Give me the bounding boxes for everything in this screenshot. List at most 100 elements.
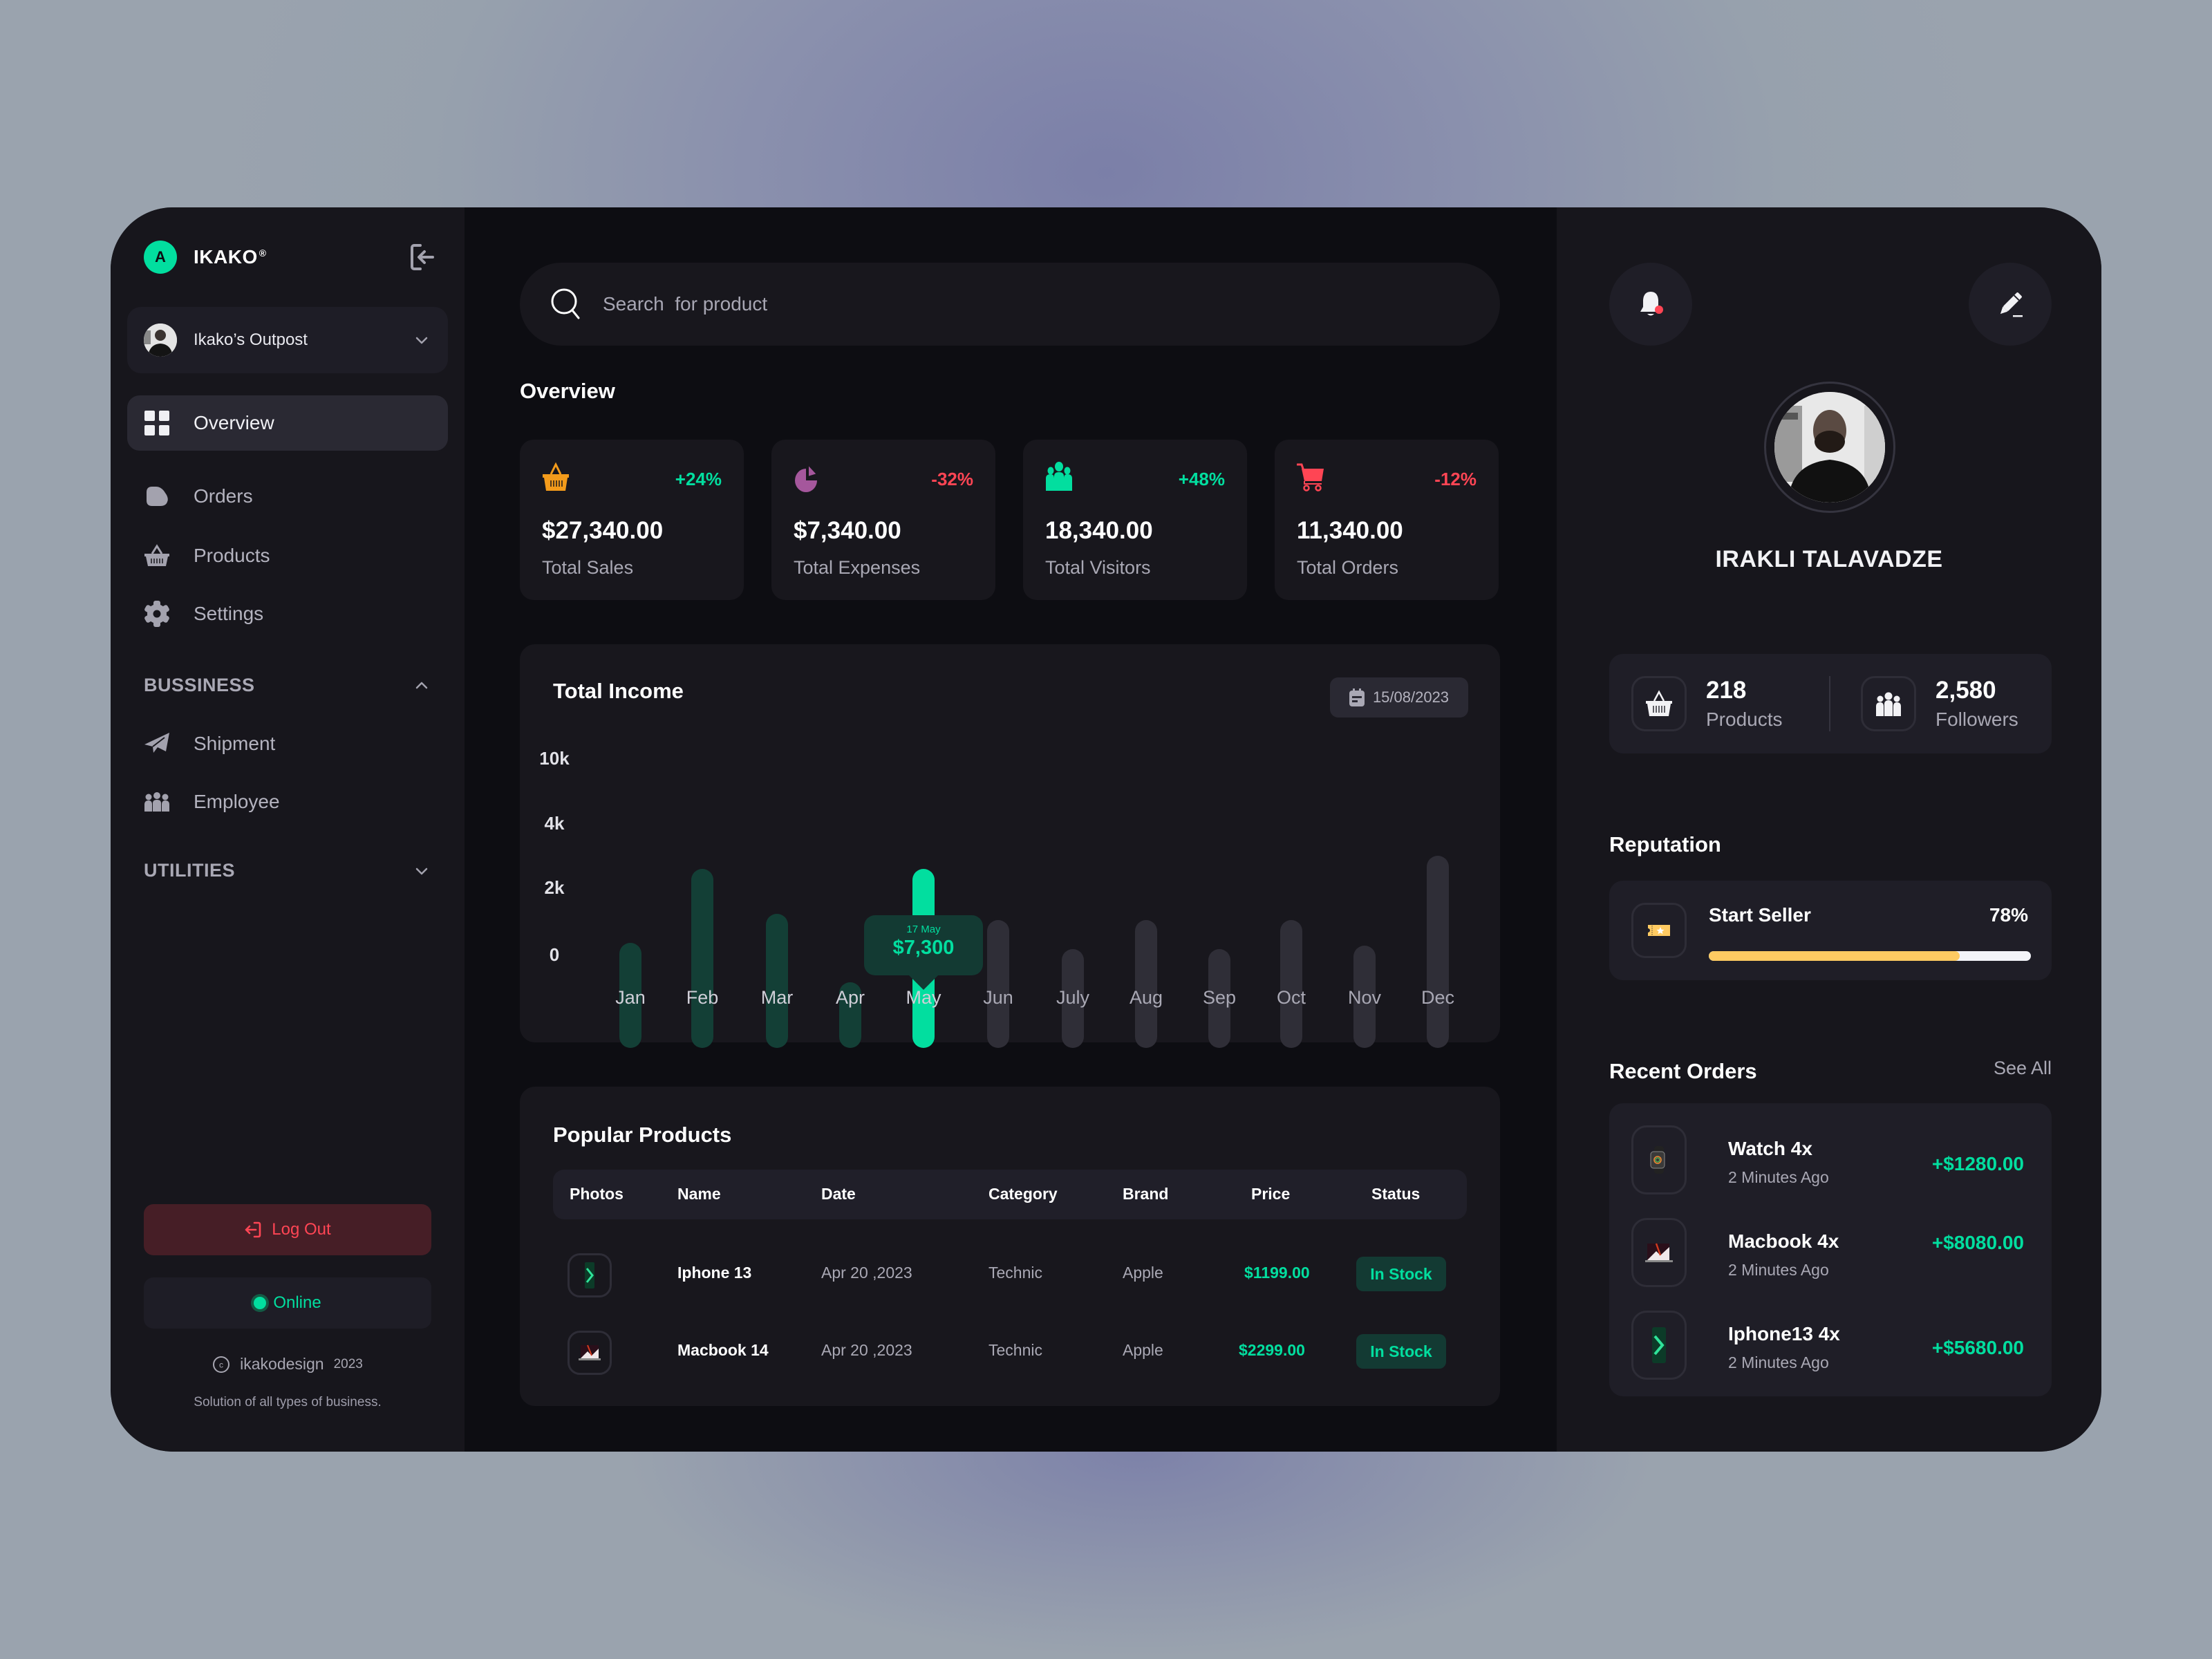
- sidebar-item-products[interactable]: Products: [127, 528, 448, 583]
- table-title: Popular Products: [553, 1123, 732, 1147]
- reputation-progress: [1709, 951, 2031, 961]
- sidebar-item-shipment[interactable]: Shipment: [127, 716, 448, 771]
- stat-followers[interactable]: 2,580 Followers: [1861, 676, 2018, 731]
- followers-label: Followers: [1936, 709, 2018, 730]
- profile-panel: IRAKLI TALAVADZE 218 Products 2,580 Follow…: [1557, 207, 2101, 1452]
- basket-icon: [144, 543, 170, 569]
- order-name: Watch 4x: [1728, 1138, 1812, 1159]
- table-row[interactable]: Macbook 14 Apr 20 ,2023 Technic Apple $2…: [553, 1320, 1467, 1382]
- status-toggle[interactable]: Online: [144, 1277, 431, 1329]
- chart-bar-aug[interactable]: [1135, 920, 1157, 1048]
- date-picker[interactable]: 15/08/2023: [1330, 677, 1468, 718]
- section-utilities-toggle[interactable]: UTILITIES: [144, 860, 431, 881]
- chart-bar-jan[interactable]: [619, 942, 641, 1048]
- chart-title: Total Income: [553, 679, 684, 703]
- sidebar-item-settings[interactable]: Settings: [127, 586, 448, 641]
- logout-button[interactable]: Log Out: [144, 1204, 431, 1255]
- chart-bar-sep[interactable]: [1208, 949, 1230, 1048]
- stat-value: $27,340.00: [542, 517, 664, 544]
- stat-card-total-visitors[interactable]: +48% 18,340.00 Total Visitors: [1023, 440, 1247, 600]
- column-header[interactable]: Date: [821, 1185, 856, 1203]
- column-header[interactable]: Price: [1251, 1185, 1291, 1203]
- chart-bar-july[interactable]: [1062, 949, 1084, 1048]
- list-item[interactable]: Watch 4x 2 Minutes Ago +$1280.00: [1631, 1125, 2032, 1194]
- chart-bar-oct[interactable]: [1280, 920, 1302, 1048]
- section-title: BUSSINESS: [144, 675, 255, 695]
- search-input[interactable]: [603, 293, 1432, 315]
- sidebar-item-employee[interactable]: Employee: [127, 774, 448, 830]
- order-time: 2 Minutes Ago: [1728, 1261, 1829, 1279]
- user-photo-icon: [1774, 392, 1885, 503]
- stat-products[interactable]: 218 Products: [1631, 676, 1783, 731]
- sidebar-item-orders[interactable]: Orders: [127, 469, 448, 524]
- brand[interactable]: A IKAKO ®: [144, 241, 267, 274]
- x-tick: Mar: [760, 987, 794, 1008]
- see-all-link[interactable]: See All: [1993, 1058, 2052, 1078]
- stat-card-total-expenses[interactable]: -32% $7,340.00 Total Expenses: [771, 440, 995, 600]
- x-tick: Apr: [835, 987, 865, 1008]
- column-header[interactable]: Status: [1371, 1185, 1421, 1203]
- sidebar-collapse-button[interactable]: [411, 243, 435, 271]
- list-item[interactable]: Iphone13 4x 2 Minutes Ago +$5680.00: [1631, 1311, 2032, 1380]
- stat-label: Total Visitors: [1045, 557, 1151, 578]
- sidebar-item-overview[interactable]: Overview: [127, 395, 448, 451]
- tooltip-value: $7,300: [892, 937, 955, 959]
- column-header[interactable]: Category: [988, 1185, 1058, 1203]
- y-tick: 4k: [544, 813, 565, 834]
- stat-card-total-sales[interactable]: +24% $27,340.00 Total Sales: [520, 440, 744, 600]
- popular-products-table: Popular Products Photos Name Date Catego…: [520, 1087, 1500, 1406]
- chart-bar-mar[interactable]: [766, 913, 788, 1048]
- chart-bar-feb[interactable]: [691, 868, 713, 1048]
- calendar-icon: [1349, 688, 1365, 706]
- profile-stats: 218 Products 2,580 Followers: [1609, 654, 2052, 753]
- column-header[interactable]: Photos: [570, 1185, 624, 1203]
- chart-bar-jun[interactable]: [987, 920, 1009, 1048]
- notifications-button[interactable]: [1609, 263, 1692, 346]
- list-item[interactable]: Macbook 4x 2 Minutes Ago +$8080.00: [1631, 1218, 2032, 1287]
- workspace-selector[interactable]: Ikako’s Outpost: [127, 307, 448, 373]
- column-header[interactable]: Brand: [1123, 1185, 1169, 1203]
- chart-bar-dec[interactable]: [1427, 856, 1449, 1048]
- x-tick: Nov: [1347, 987, 1381, 1008]
- reputation-heading: Reputation: [1609, 832, 1721, 856]
- section-business-toggle[interactable]: BUSSINESS: [144, 675, 431, 696]
- registered-mark: ®: [259, 247, 267, 259]
- profile-avatar[interactable]: [1764, 382, 1895, 513]
- chart-bar-apr[interactable]: [839, 982, 861, 1048]
- pencil-icon: [2000, 292, 2023, 317]
- stat-label: Total Expenses: [794, 557, 921, 578]
- stat-label: Total Sales: [542, 557, 634, 578]
- order-amount: +$8080.00: [1931, 1232, 2024, 1253]
- grid-icon: [144, 410, 170, 436]
- order-amount: +$5680.00: [1931, 1337, 2024, 1358]
- macbook-thumbnail: [1631, 1218, 1687, 1287]
- table-row[interactable]: Iphone 13 Apr 20 ,2023 Technic Apple $11…: [553, 1243, 1467, 1305]
- stat-change: -32%: [931, 469, 973, 489]
- sidebar-item-label: Overview: [194, 412, 274, 433]
- chart-bar-nov[interactable]: [1353, 946, 1376, 1048]
- sidebar-item-label: Orders: [194, 485, 253, 507]
- column-header[interactable]: Name: [677, 1185, 721, 1203]
- product-date: Apr 20 ,2023: [821, 1341, 912, 1359]
- reputation-level: Start Seller: [1709, 904, 1811, 926]
- app-window: A IKAKO ® Ikako’s Outpost Overview Orders…: [111, 207, 2101, 1452]
- logout-icon: [245, 1221, 261, 1238]
- search-icon: [551, 288, 580, 319]
- edit-profile-button[interactable]: [1969, 263, 2052, 346]
- profile-photo: [1774, 392, 1885, 503]
- selected-date: 15/08/2023: [1372, 688, 1450, 706]
- stat-change: +24%: [675, 469, 722, 489]
- stat-card-total-orders[interactable]: -12% 11,340.00 Total Orders: [1275, 440, 1499, 600]
- products-count: 218: [1706, 677, 1747, 704]
- total-income-chart: Total Income 15/08/2023 10k 4k 2k 0 Jan F…: [520, 644, 1500, 1048]
- search-bar[interactable]: [520, 263, 1500, 346]
- paper-plane-icon: [144, 731, 170, 757]
- x-tick: Feb: [686, 987, 719, 1008]
- stat-label: Total Orders: [1297, 557, 1399, 578]
- sidebar-item-label: Settings: [194, 603, 264, 624]
- status-badge: In Stock: [1356, 1334, 1446, 1369]
- x-tick: Jun: [983, 987, 1013, 1008]
- sidebar: A IKAKO ® Ikako’s Outpost Overview Orders…: [111, 207, 465, 1452]
- brand-name-text: IKAKO: [194, 246, 258, 268]
- reputation-card: Start Seller 78%: [1609, 881, 2052, 980]
